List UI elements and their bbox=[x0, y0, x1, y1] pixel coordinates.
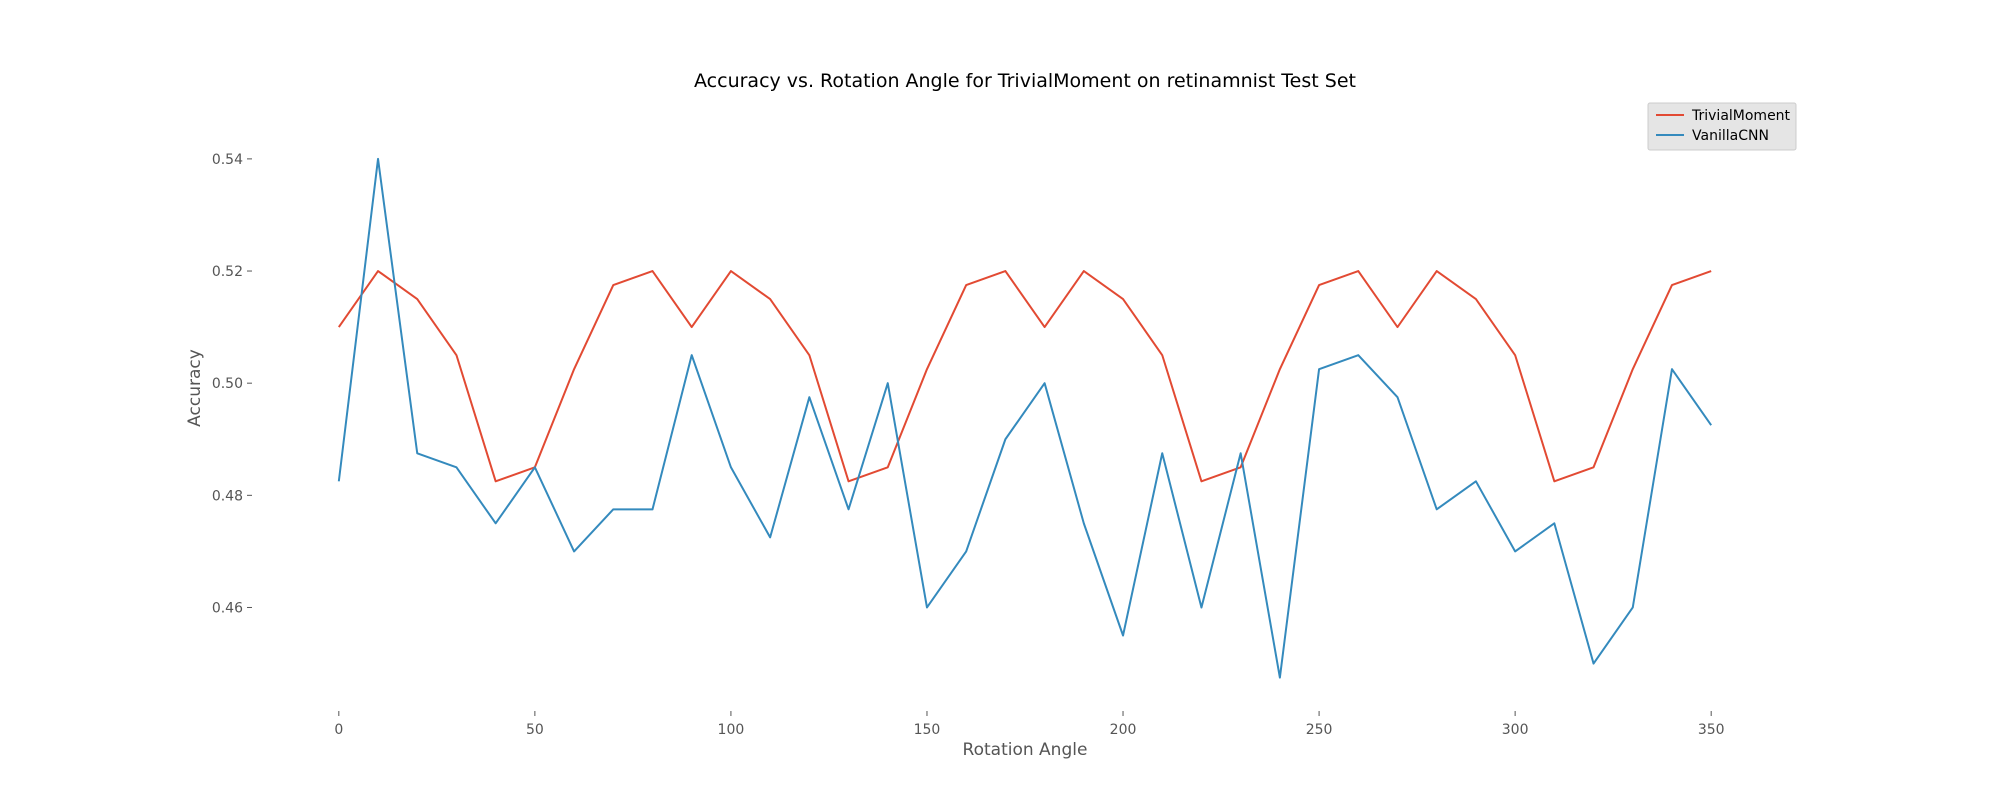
x-axis: 0 50 100 150 200 250 300 350 bbox=[334, 711, 1725, 738]
legend-box bbox=[1647, 102, 1797, 151]
y-axis-label: Accuracy bbox=[185, 349, 205, 427]
x-tick-label-250: 250 bbox=[1306, 722, 1333, 738]
y-tick-label-4: 0.54 bbox=[212, 152, 243, 168]
x-tick-label-300: 300 bbox=[1502, 722, 1529, 738]
x-tick-label-150: 150 bbox=[914, 722, 941, 738]
legend: TrivialMoment VanillaCNN bbox=[1647, 102, 1797, 151]
x-tick-label-0: 0 bbox=[334, 722, 343, 738]
y-axis: 0.46 0.48 0.50 0.52 0.54 bbox=[212, 152, 252, 616]
x-tick-label-350: 350 bbox=[1698, 722, 1725, 738]
legend-label-trivialmoment: TrivialMoment bbox=[1691, 108, 1791, 124]
series-line-trivialmoment bbox=[338, 270, 1712, 483]
y-tick-label-2: 0.50 bbox=[212, 376, 243, 392]
x-tick-label-100: 100 bbox=[718, 722, 745, 738]
legend-label-vanillacnn: VanillaCNN bbox=[1692, 128, 1769, 144]
x-tick-label-200: 200 bbox=[1110, 722, 1137, 738]
x-tick-label-50: 50 bbox=[526, 722, 544, 738]
y-tick-label-0: 0.46 bbox=[212, 600, 243, 616]
y-tick-label-1: 0.48 bbox=[212, 488, 243, 504]
x-axis-label: Rotation Angle bbox=[963, 740, 1088, 760]
series-line-vanillacnn bbox=[337, 157, 1712, 679]
plot-area bbox=[337, 157, 1712, 679]
y-tick-label-3: 0.52 bbox=[212, 264, 243, 280]
chart-title: Accuracy vs. Rotation Angle for TrivialM… bbox=[694, 70, 1356, 92]
